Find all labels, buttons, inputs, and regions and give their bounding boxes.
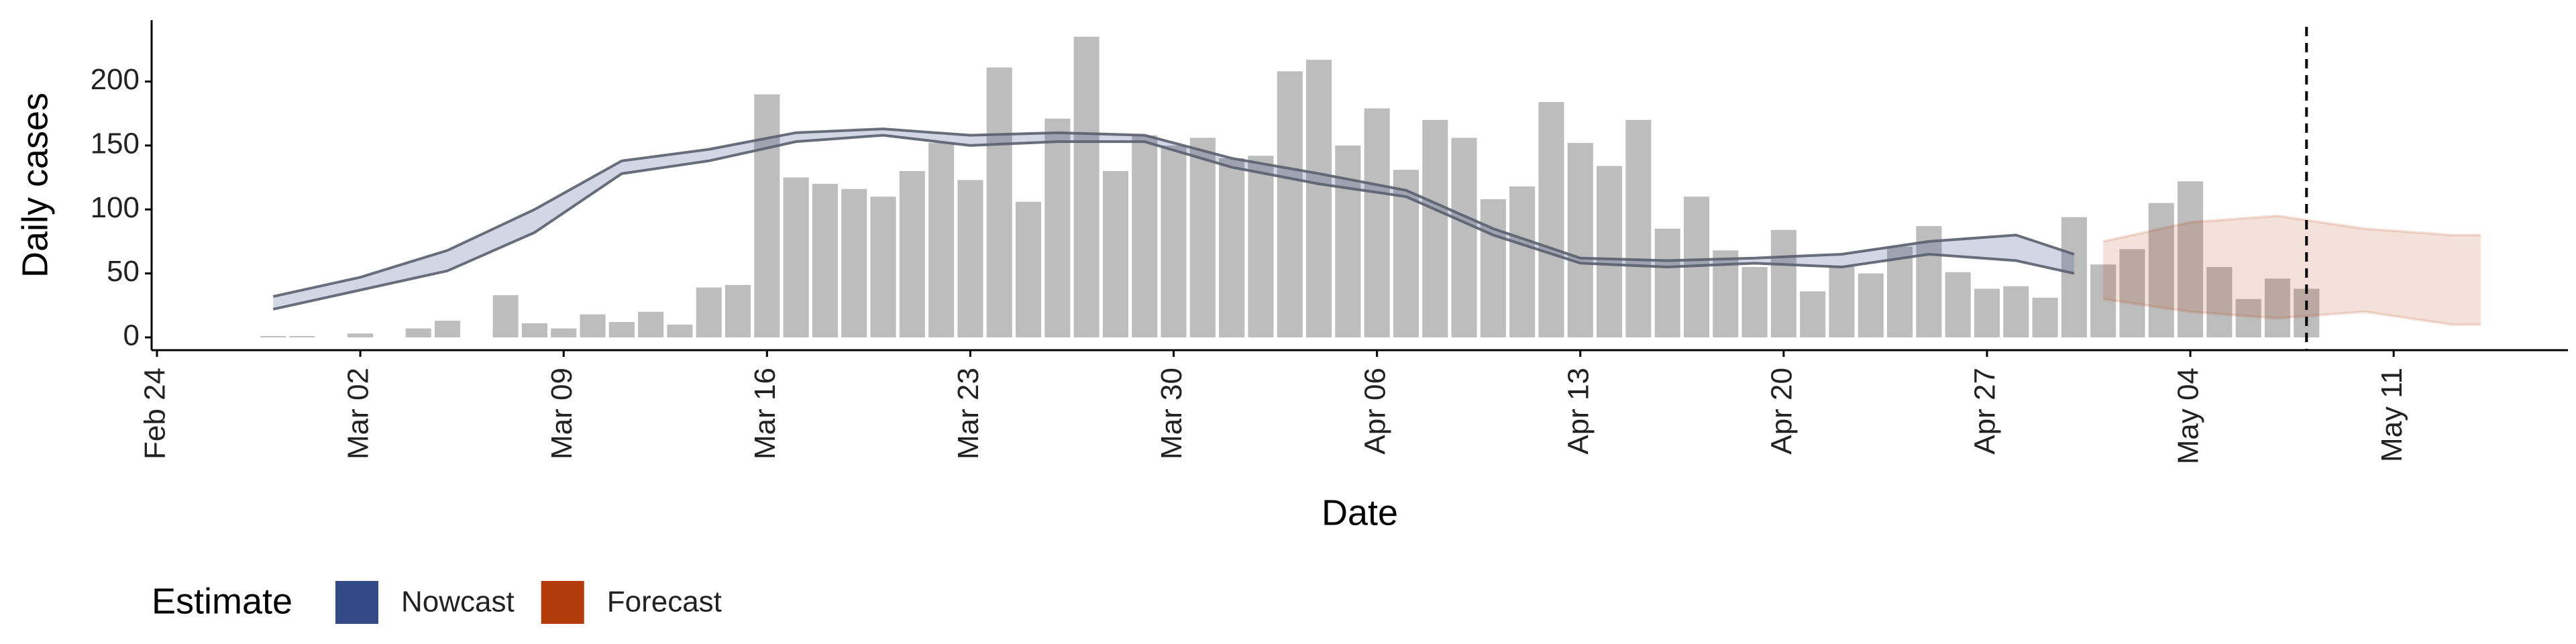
bar	[1597, 166, 1623, 337]
bar	[347, 333, 374, 337]
bar	[667, 324, 693, 337]
bar	[608, 322, 635, 337]
bar	[1073, 36, 1099, 337]
bar	[754, 94, 780, 337]
bar	[289, 336, 315, 337]
y-tick-label: 150	[91, 127, 140, 160]
bar	[1451, 138, 1477, 337]
bar	[1654, 228, 1680, 337]
bar	[1974, 288, 2000, 337]
band-edge	[2102, 214, 2481, 243]
x-tick-label: Mar 02	[342, 368, 375, 460]
bar	[434, 321, 461, 337]
bar	[957, 180, 983, 337]
bar	[2206, 267, 2233, 337]
bar	[580, 314, 606, 337]
x-tick-label: May 04	[2172, 368, 2205, 464]
bar	[2294, 288, 2320, 337]
band-edge	[272, 127, 2075, 298]
bar	[2235, 299, 2261, 337]
bar	[1132, 135, 1158, 337]
x-tick-label: Apr 06	[1358, 368, 1391, 455]
bar	[1829, 266, 1855, 337]
bar	[1335, 145, 1361, 337]
legend-title: Estimate	[152, 581, 292, 621]
bar	[2178, 181, 2204, 337]
bar	[1509, 186, 1536, 337]
legend-key	[335, 581, 378, 624]
band-area	[2103, 215, 2481, 325]
bar	[928, 143, 955, 337]
legend-label: Forecast	[607, 586, 722, 619]
bar	[2090, 264, 2116, 337]
bar	[1248, 156, 1274, 337]
x-tick-label: Apr 27	[1969, 368, 2002, 455]
bar	[1161, 145, 1187, 337]
band-edge	[272, 133, 2075, 311]
bar	[1567, 143, 1593, 337]
bar	[1102, 171, 1128, 337]
y-tick-label: 50	[107, 255, 140, 288]
bar	[1422, 119, 1448, 337]
bar	[521, 323, 547, 337]
bar	[1770, 229, 1796, 337]
bar	[1277, 71, 1303, 337]
band-edge	[2102, 297, 2481, 326]
bar	[551, 328, 577, 337]
bar	[1044, 118, 1071, 337]
bar	[2264, 278, 2291, 337]
bar	[2032, 297, 2058, 337]
x-tick-label: Apr 13	[1562, 368, 1595, 455]
bar	[2003, 286, 2029, 337]
bar	[1189, 138, 1216, 337]
bar	[2148, 203, 2174, 337]
bar	[1887, 246, 1913, 337]
x-tick-label: Mar 16	[749, 368, 782, 460]
x-tick-label: Mar 09	[545, 368, 578, 460]
bar	[870, 197, 896, 337]
bar	[1015, 201, 1042, 337]
bar	[1625, 119, 1652, 337]
bar	[260, 336, 286, 337]
bar	[1305, 60, 1332, 337]
bar	[696, 287, 722, 337]
y-tick-label: 0	[123, 319, 140, 352]
x-tick-label: Mar 23	[952, 368, 985, 460]
bar	[841, 189, 867, 337]
y-tick-label: 200	[91, 63, 140, 96]
y-axis-title: Daily cases	[15, 93, 55, 278]
x-tick-label: Apr 20	[1765, 368, 1798, 455]
bar	[1219, 158, 1245, 337]
bar	[1800, 291, 1826, 337]
x-tick-label: Mar 30	[1155, 368, 1188, 460]
bar	[2061, 217, 2087, 337]
bar	[1480, 199, 1506, 337]
bar	[812, 184, 838, 337]
x-axis-title: Date	[1322, 492, 1398, 533]
bar	[2119, 249, 2145, 337]
bar	[1741, 267, 1768, 337]
legend-key	[541, 581, 584, 624]
bar	[638, 311, 664, 337]
x-tick-label: May 11	[2375, 368, 2408, 462]
bar	[1364, 108, 1390, 337]
bar	[1858, 273, 1884, 337]
bar	[1916, 226, 1942, 337]
legend-label: Nowcast	[401, 586, 515, 619]
bar	[899, 171, 925, 337]
bar	[724, 284, 751, 337]
bar	[986, 67, 1012, 337]
y-tick-label: 100	[91, 191, 140, 224]
x-tick-label: Feb 24	[139, 368, 172, 460]
bar	[492, 295, 519, 337]
bar	[405, 328, 431, 337]
bar	[1945, 272, 1971, 337]
bar	[783, 177, 809, 337]
bar	[1538, 102, 1564, 337]
